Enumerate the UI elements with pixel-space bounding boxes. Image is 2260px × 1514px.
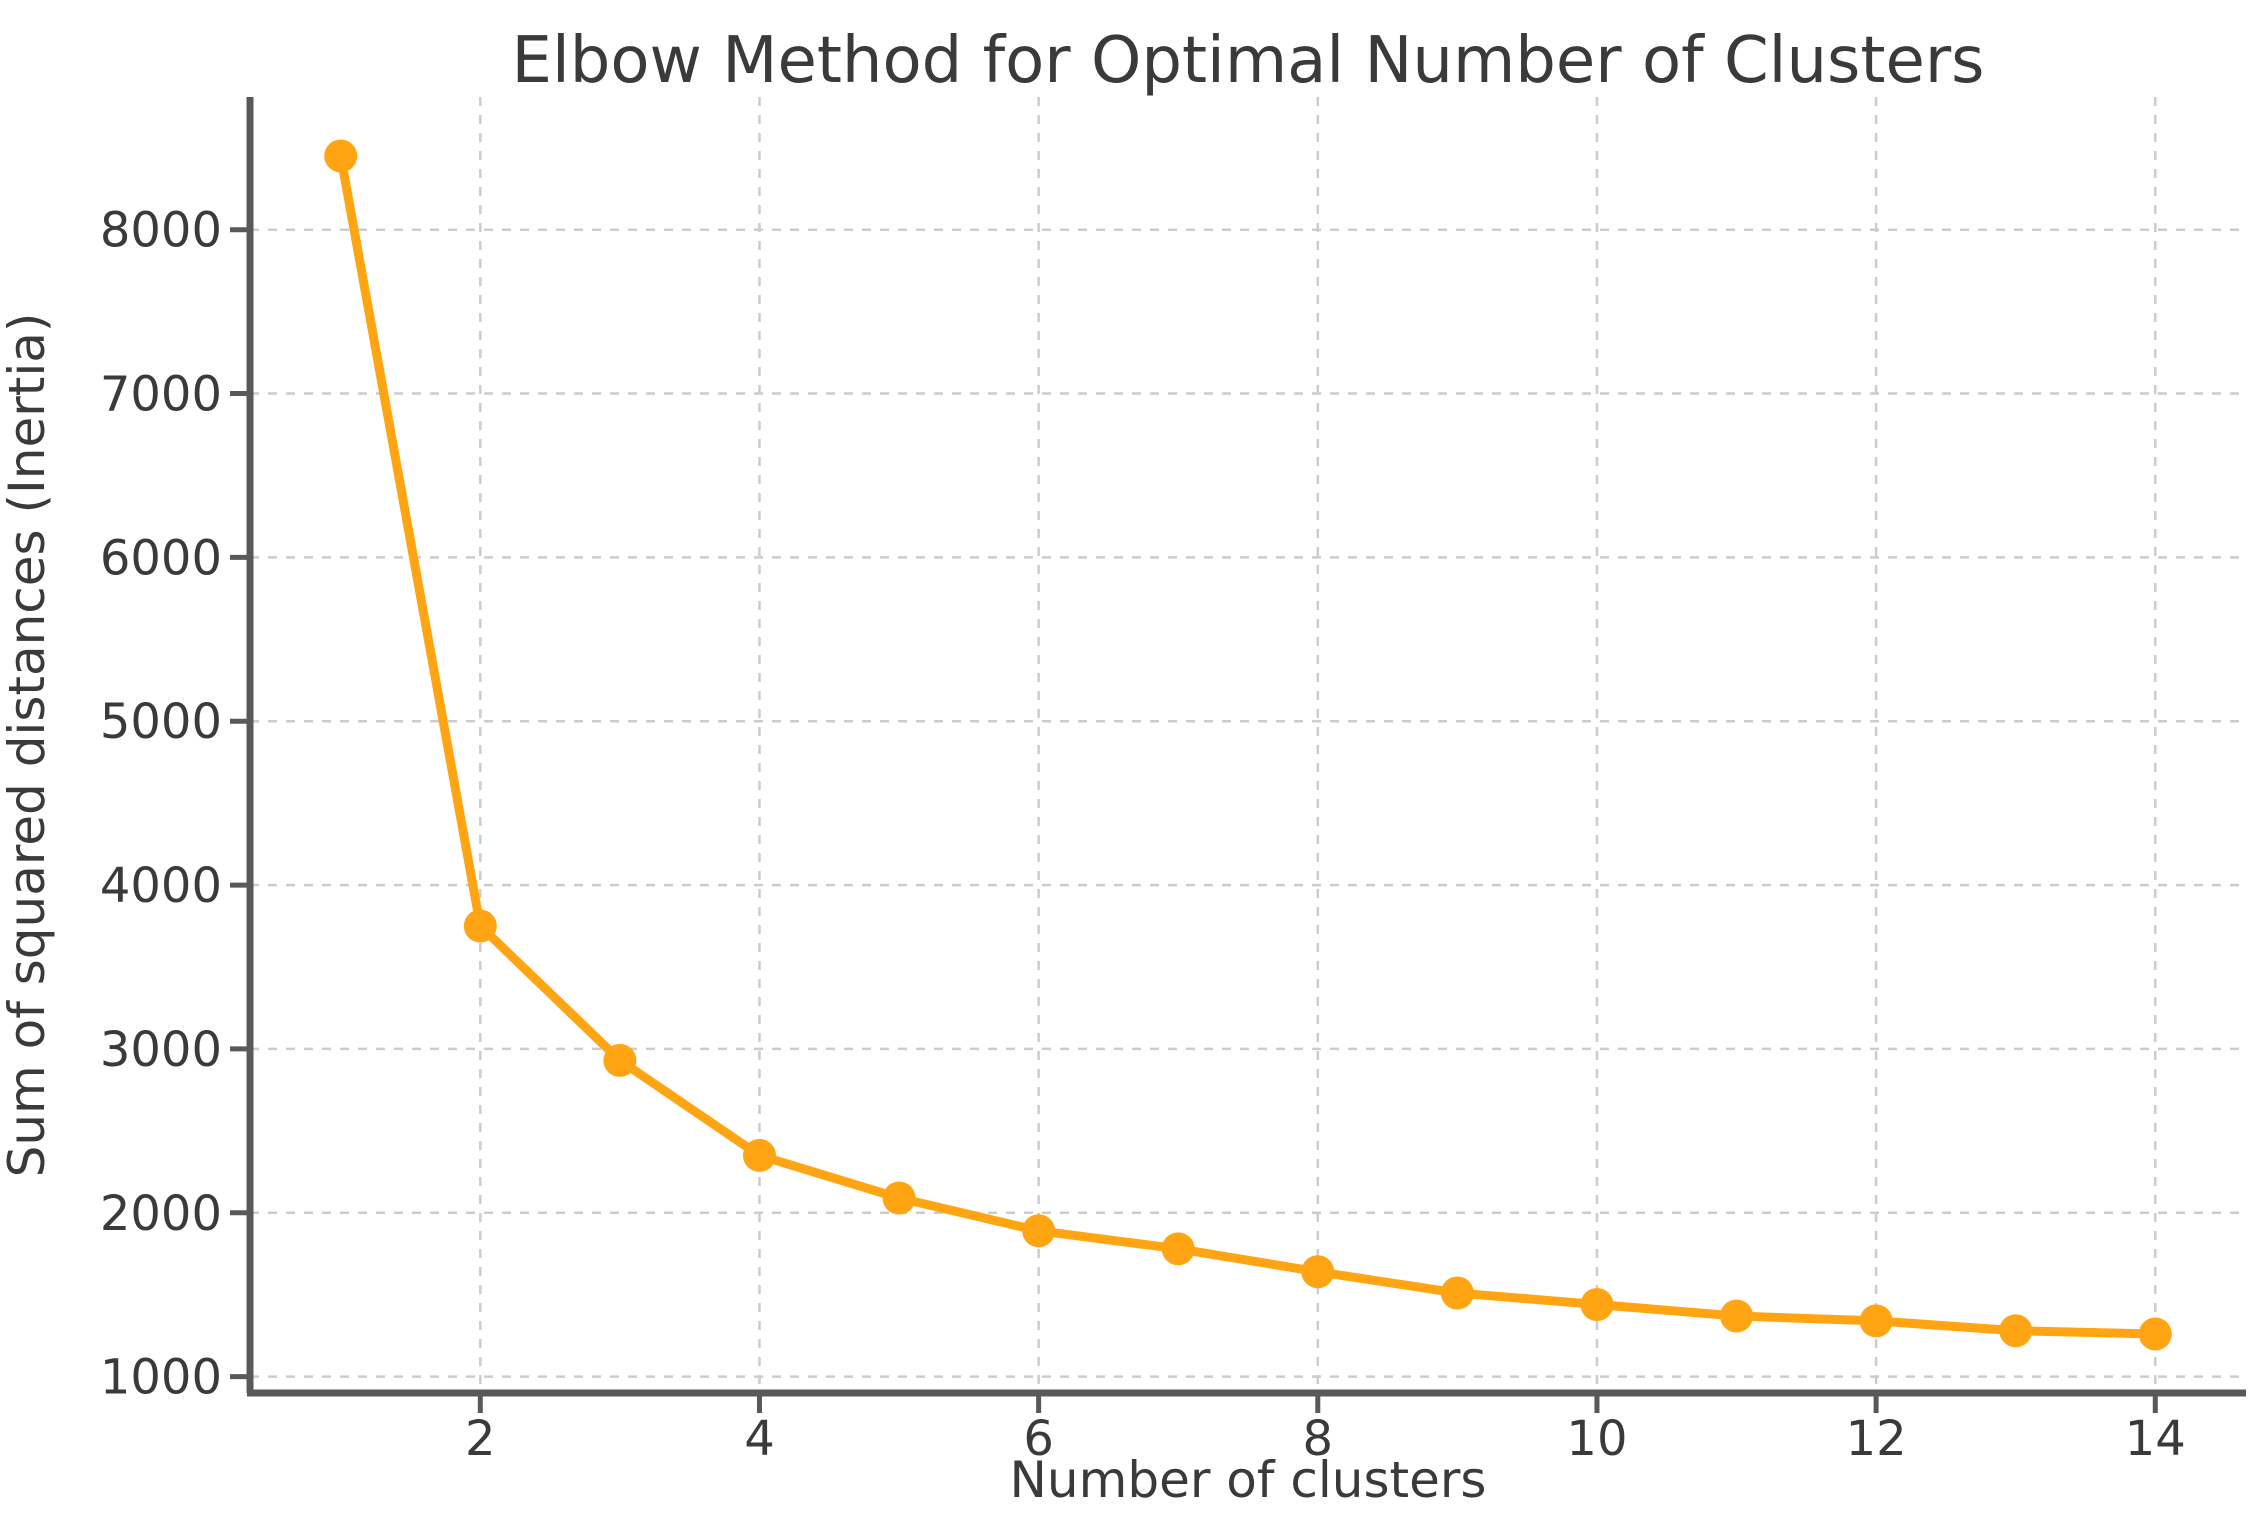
data-point xyxy=(1301,1255,1335,1289)
data-point xyxy=(1440,1276,1474,1310)
x-tick-label: 8 xyxy=(1303,1411,1334,1467)
y-tick-label: 6000 xyxy=(100,530,222,586)
data-point xyxy=(1999,1314,2033,1348)
x-tick-label: 10 xyxy=(1566,1411,1627,1467)
y-tick-label: 4000 xyxy=(100,858,222,914)
x-tick-label: 6 xyxy=(1023,1411,1054,1467)
gridlines xyxy=(250,97,2246,1393)
chart-title: Elbow Method for Optimal Number of Clust… xyxy=(512,24,1985,98)
y-tick-label: 5000 xyxy=(100,694,222,750)
x-axis-label: Number of clusters xyxy=(1010,1451,1487,1509)
data-point xyxy=(1580,1288,1614,1322)
data-point xyxy=(324,139,358,173)
data-point xyxy=(1720,1299,1754,1333)
data-point xyxy=(603,1043,637,1077)
data-point xyxy=(742,1138,776,1172)
data-point xyxy=(1161,1232,1195,1266)
data-point xyxy=(882,1181,916,1215)
y-axis-label: Sum of squared distances (Inertia) xyxy=(0,313,56,1178)
data-series xyxy=(324,139,2172,1351)
data-point xyxy=(2138,1317,2172,1351)
y-tick-label: 3000 xyxy=(100,1022,222,1078)
x-tick-label: 4 xyxy=(744,1411,775,1467)
data-line xyxy=(336,151,2160,1339)
x-tick-label: 12 xyxy=(1846,1411,1907,1467)
x-tick-label: 2 xyxy=(465,1411,496,1467)
x-tick-label: 14 xyxy=(2125,1411,2186,1467)
y-tick-label: 8000 xyxy=(100,203,222,259)
y-tick-label: 7000 xyxy=(100,367,222,423)
data-point xyxy=(463,909,497,943)
y-tick-label: 2000 xyxy=(100,1186,222,1242)
tick-labels: 1000 2000 3000 4000 5000 6000 7000 8000 2 4 6 8 10 12… xyxy=(100,203,2186,1467)
data-point xyxy=(1859,1304,1893,1338)
axes-spines xyxy=(246,97,2246,1397)
data-point xyxy=(1022,1214,1056,1248)
tick-marks xyxy=(230,227,2158,1413)
y-tick-label: 1000 xyxy=(100,1350,222,1406)
